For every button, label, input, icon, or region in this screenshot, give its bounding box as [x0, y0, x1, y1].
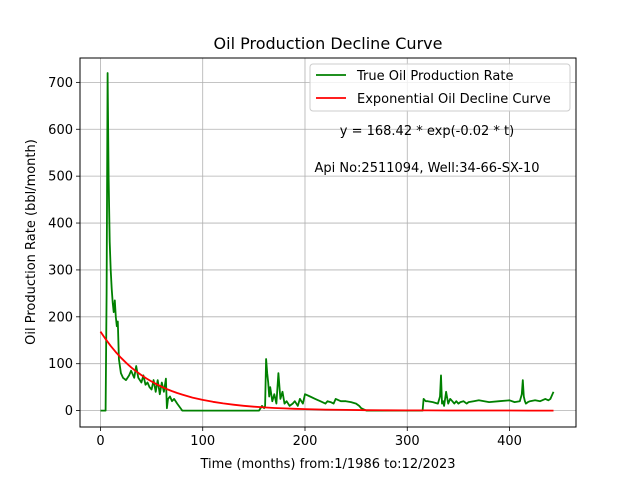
axis-ticks: 0 100 200 300 400 0 100 200 300 400 500 600 700 [48, 76, 522, 449]
x-tick-label: 300 [395, 434, 420, 449]
y-tick-label: 200 [48, 310, 73, 325]
y-axis-label: Oil Production Rate (bbl/month) [24, 139, 39, 345]
x-axis-label: Time (months) from:1/1986 to:12/2023 [199, 457, 455, 472]
y-tick-label: 100 [48, 357, 73, 372]
legend-box [309, 63, 571, 112]
plot-area-background [80, 58, 576, 427]
legend-label-true-rate: True Oil Production Rate [356, 69, 513, 84]
equation-annotation: y = 168.42 * exp(-0.02 * t) [340, 124, 514, 139]
y-tick-label: 300 [48, 263, 73, 278]
x-tick-label: 200 [293, 434, 318, 449]
y-tick-label: 600 [48, 123, 73, 138]
x-tick-label: 0 [96, 434, 104, 449]
grid-lines [80, 58, 576, 427]
legend: True Oil Production Rate Exponential Oil… [309, 63, 571, 112]
legend-label-exponential-curve: Exponential Oil Decline Curve [357, 92, 551, 107]
y-tick-label: 700 [48, 76, 73, 91]
exponential-decline-curve-line [99, 331, 554, 412]
x-tick-label: 100 [190, 434, 215, 449]
x-tick-label: 400 [497, 434, 522, 449]
y-tick-label: 400 [48, 217, 73, 232]
y-tick-label: 0 [65, 404, 73, 419]
true-oil-production-rate-line [100, 72, 555, 412]
chart-title: Oil Production Decline Curve [214, 34, 443, 53]
plot-series [99, 72, 555, 412]
plot-area-frame [79, 57, 577, 428]
y-tick-label: 500 [48, 170, 73, 185]
well-annotation: Api No:2511094, Well:34-66-SX-10 [314, 161, 539, 176]
